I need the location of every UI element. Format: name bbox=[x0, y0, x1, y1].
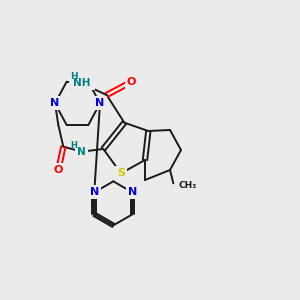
Text: S: S bbox=[117, 168, 125, 178]
Text: N: N bbox=[77, 147, 86, 157]
Text: O: O bbox=[127, 77, 136, 87]
Text: CH₃: CH₃ bbox=[178, 181, 196, 190]
Text: N: N bbox=[50, 98, 60, 108]
Text: N: N bbox=[90, 187, 99, 197]
Text: N: N bbox=[128, 187, 137, 197]
Text: N: N bbox=[95, 98, 105, 108]
Text: H: H bbox=[70, 72, 77, 81]
Text: NH₂: NH₂ bbox=[71, 78, 93, 88]
Text: O: O bbox=[54, 165, 63, 175]
Text: H: H bbox=[70, 141, 77, 150]
Text: NH: NH bbox=[73, 78, 90, 88]
